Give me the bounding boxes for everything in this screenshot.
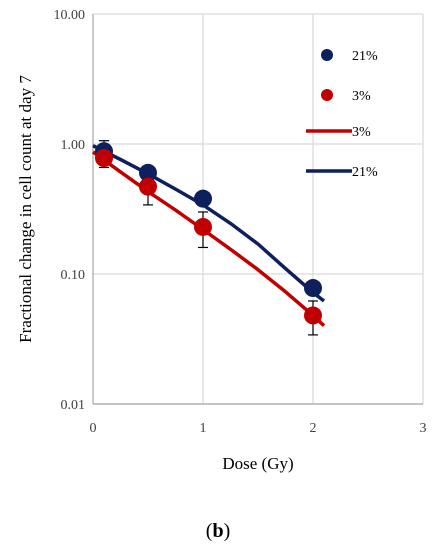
- x-tick-label: 2: [310, 421, 317, 436]
- fit-line-3pct: [91, 150, 326, 327]
- x-tick-label: 1: [200, 421, 207, 436]
- y-tick-label: 0.10: [61, 268, 86, 283]
- y-tick-label: 0.01: [61, 398, 86, 413]
- legend-label: 21%: [352, 49, 378, 64]
- axes: [92, 14, 423, 405]
- y-tick-label: 10.00: [54, 8, 86, 23]
- y-tick-labels: 0.01 0.10 1.00 10.00: [54, 8, 86, 413]
- legend-label: 21%: [352, 165, 378, 180]
- data-point-3pct: [95, 149, 113, 168]
- fit-lines: [91, 144, 326, 327]
- data-point-21pct: [139, 163, 157, 182]
- data-point-21pct: [194, 189, 212, 208]
- x-tick-label: 0: [90, 421, 97, 436]
- legend-marker: [321, 89, 333, 101]
- legend: 21% 3% 3% 21%: [306, 49, 378, 180]
- x-tick-label: 3: [420, 421, 427, 436]
- y-tick-label: 1.00: [61, 138, 86, 153]
- grid: [93, 13, 424, 405]
- caption-close-paren: ): [223, 520, 231, 542]
- x-axis-title: Dose (Gy): [222, 454, 293, 473]
- data-point-3pct: [194, 217, 212, 236]
- fit-line-21pct: [92, 144, 326, 303]
- legend-label: 3%: [352, 89, 371, 104]
- data-point-21pct: [304, 279, 322, 298]
- x-tick-labels: 0 1 2 3: [90, 421, 427, 436]
- data-point-3pct: [304, 306, 322, 325]
- legend-label: 3%: [352, 125, 371, 140]
- y-axis-title: Fractional change in cell count at day 7: [16, 75, 35, 343]
- data-point-3pct: [139, 177, 157, 196]
- data-points: [95, 142, 322, 325]
- caption-open-paren: (: [205, 520, 213, 542]
- figure-caption: (b): [0, 520, 436, 543]
- error-bars: [99, 140, 318, 336]
- caption-letter: b: [212, 520, 224, 542]
- legend-marker: [321, 49, 333, 61]
